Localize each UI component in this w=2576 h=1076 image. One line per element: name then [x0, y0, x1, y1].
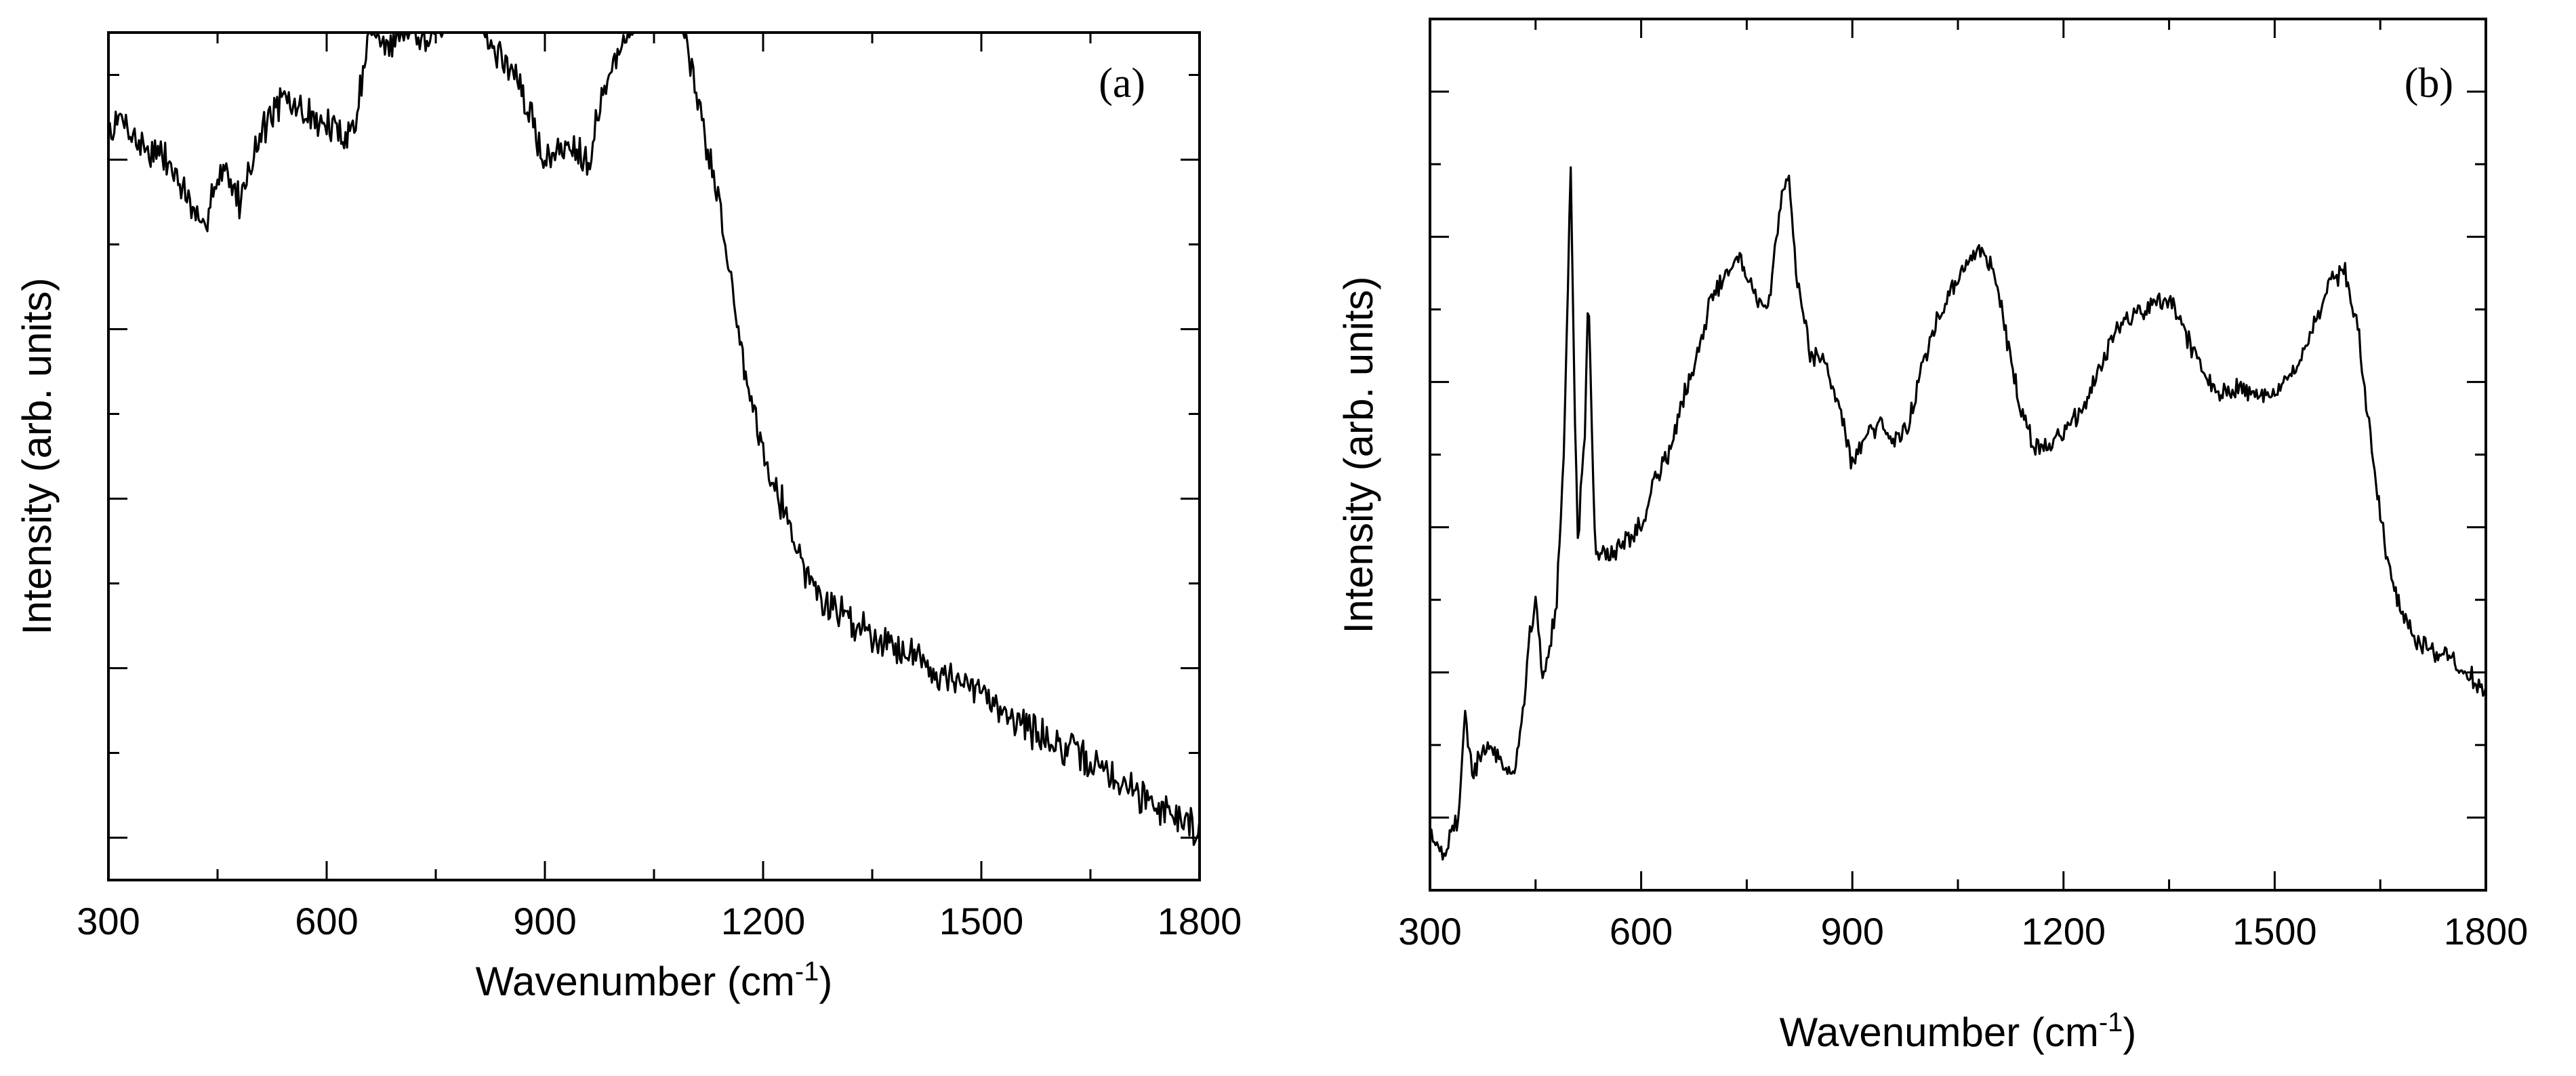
x-tick-labels: 300 600 900 1200 1500 1800 — [1398, 910, 2528, 953]
x-tick-labels: 300 600 900 1200 1500 1800 — [77, 900, 1242, 942]
x-tick-label: 300 — [1398, 910, 1461, 953]
spectrum-line-a — [107, 31, 1201, 846]
y-axis-title-a: Intensity (arb. units) — [14, 278, 60, 635]
plot-frame — [1429, 18, 2487, 892]
chart-panel-b: 300 600 900 1200 1500 1800 (b) Wavenumber (cm… — [1336, 18, 2528, 1055]
x-tick-label: 1500 — [939, 900, 1024, 942]
panel-label-a: (a) — [1099, 60, 1145, 106]
x-tick-label: 600 — [295, 900, 358, 942]
x-tick-label: 900 — [513, 900, 576, 942]
x-tick-label: 300 — [77, 900, 140, 942]
chart-panel-a: 300 600 900 1200 1500 1800 (a) Wavenumber (cm… — [14, 31, 1242, 1004]
x-axis-title-a: Wavenumber (cm-1) — [476, 957, 833, 1004]
tick-group — [107, 33, 1201, 880]
x-tick-label: 1500 — [2232, 910, 2317, 953]
panel-label-b: (b) — [2405, 60, 2453, 106]
x-axis-title-b: Wavenumber (cm-1) — [1780, 1008, 2137, 1055]
plot-frame — [107, 31, 1201, 881]
x-tick-label: 900 — [1820, 910, 1883, 953]
x-tick-label: 1200 — [721, 900, 806, 942]
x-tick-label: 1800 — [1158, 900, 1242, 942]
spectrum-line-b — [1429, 166, 2487, 861]
tick-group — [1429, 18, 2487, 892]
x-tick-label: 1800 — [2444, 910, 2529, 953]
y-axis-title-b: Intensity (arb. units) — [1336, 277, 1381, 634]
x-tick-label: 1200 — [2022, 910, 2106, 953]
x-tick-label: 600 — [1610, 910, 1673, 953]
